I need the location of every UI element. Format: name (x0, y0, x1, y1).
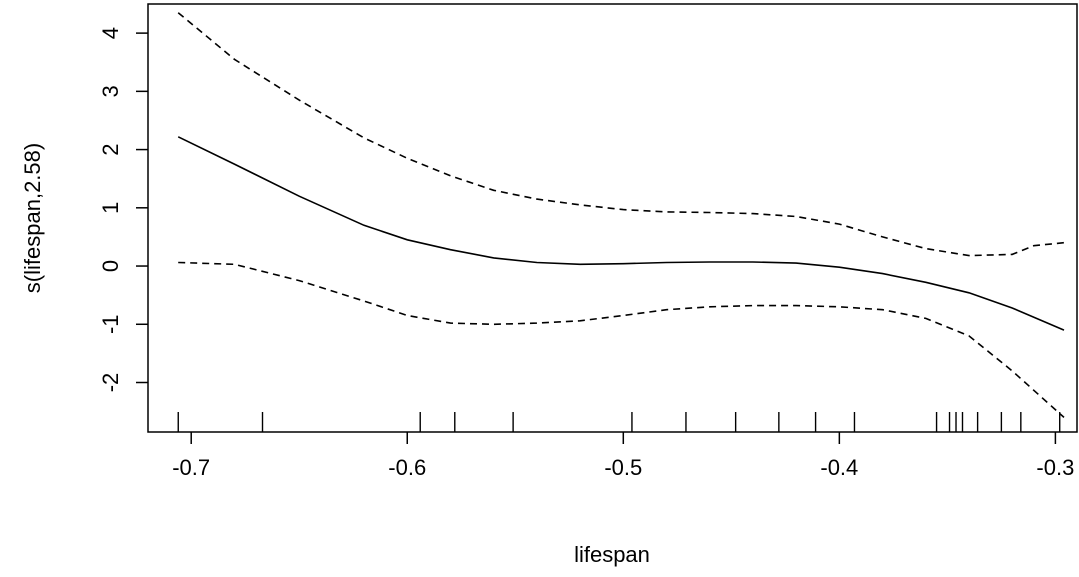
y-tick-label: 2 (98, 143, 123, 155)
y-tick-label: 4 (98, 27, 123, 39)
upper-band-line (178, 13, 1064, 256)
plot-frame (148, 4, 1077, 432)
y-tick-label: -1 (98, 314, 123, 334)
y-tick-label: -2 (98, 373, 123, 393)
x-tick-label: -0.5 (604, 455, 642, 480)
x-axis-title: lifespan (574, 542, 650, 567)
x-tick-label: -0.6 (388, 455, 426, 480)
x-axis: -0.7 -0.6 -0.5 -0.4 -0.3 (172, 432, 1074, 480)
rug-layer (178, 412, 1059, 432)
x-tick-label: -0.3 (1036, 455, 1074, 480)
y-tick-label: 0 (98, 260, 123, 272)
y-tick-label: 1 (98, 202, 123, 214)
fit-line (178, 137, 1064, 330)
x-tick-label: -0.4 (820, 455, 858, 480)
x-tick-label: -0.7 (172, 455, 210, 480)
y-axis: -2 -1 0 1 2 3 4 (98, 27, 148, 392)
lower-band-line (178, 263, 1064, 418)
curve-layer (178, 13, 1064, 418)
y-axis-title: s(lifespan,2.58) (20, 143, 45, 293)
y-tick-label: 3 (98, 85, 123, 97)
